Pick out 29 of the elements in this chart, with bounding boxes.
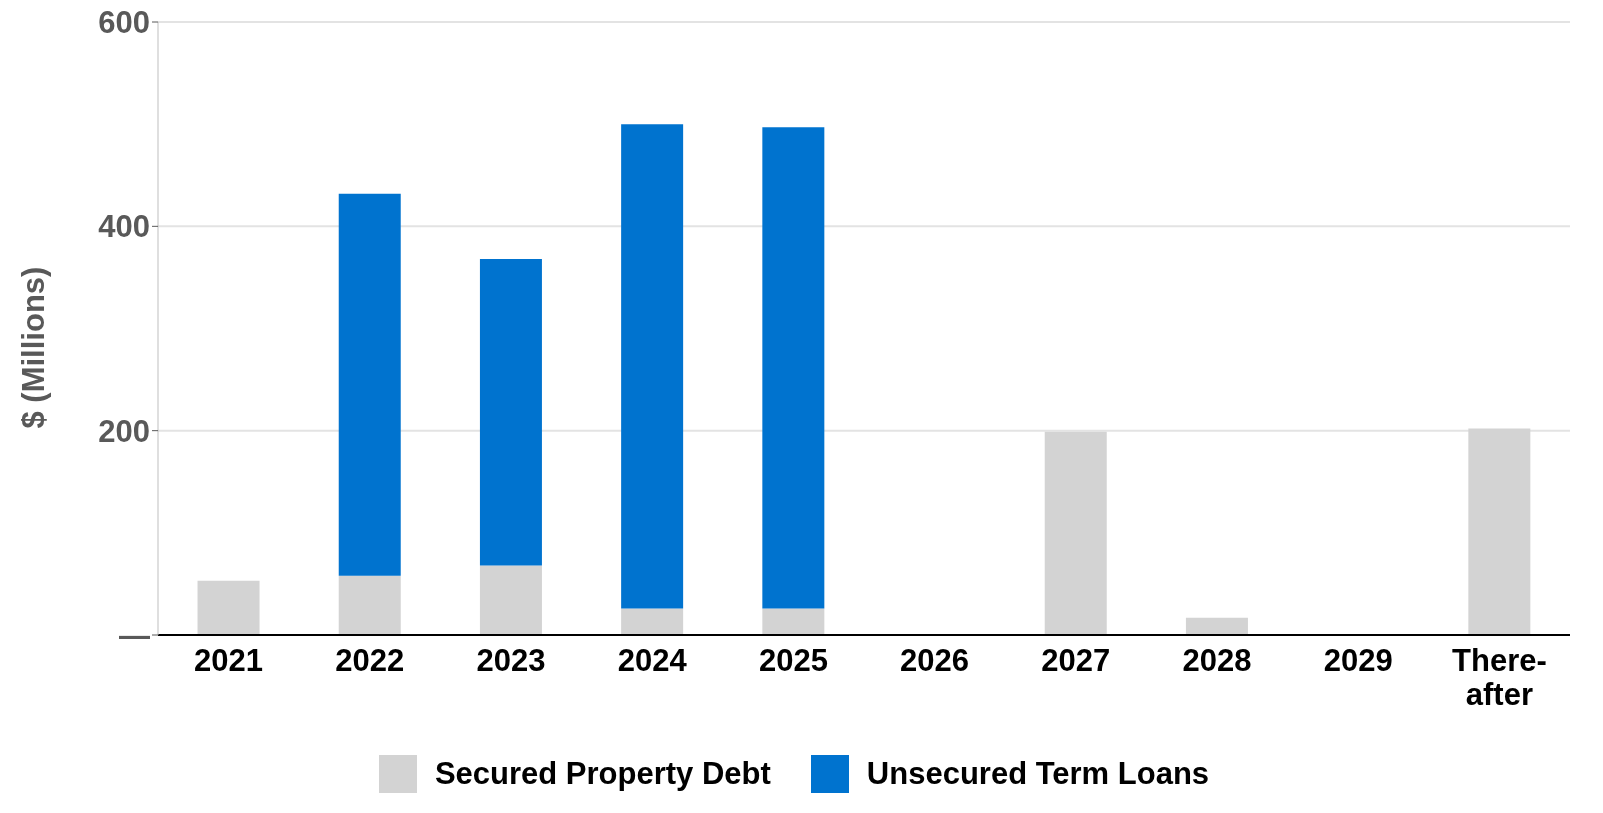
bar	[621, 608, 684, 635]
bar	[1185, 617, 1248, 635]
bar	[338, 193, 401, 576]
y-tick-label: —	[119, 618, 150, 654]
bar	[479, 565, 542, 635]
x-tick-label: 2027	[1041, 643, 1111, 678]
bar	[338, 575, 401, 635]
x-tick-label: 2028	[1182, 643, 1252, 678]
x-tick-label: 2021	[194, 643, 264, 678]
x-tick-label: 2023	[476, 643, 546, 678]
bar	[479, 259, 542, 566]
bar	[762, 127, 825, 609]
x-tick-label: 2024	[617, 643, 688, 678]
x-tick-label: 2026	[900, 643, 970, 678]
bar	[1468, 428, 1531, 635]
legend-label: Unsecured Term Loans	[866, 756, 1210, 792]
bar	[762, 608, 825, 635]
bar	[1044, 431, 1107, 635]
y-axis-title: $ (Millions)	[16, 266, 52, 429]
x-tick-label: There- after	[1452, 643, 1547, 712]
y-tick-label: 600	[98, 5, 150, 41]
legend-label: Secured Property Debt	[434, 756, 771, 792]
y-tick-label: 200	[98, 413, 150, 449]
x-tick-label: 2025	[758, 643, 828, 678]
bar	[197, 580, 260, 635]
y-tick-label: 400	[98, 209, 150, 245]
x-tick-label: 2022	[335, 643, 405, 678]
x-tick-label: 2029	[1323, 643, 1393, 678]
bar	[621, 124, 684, 609]
